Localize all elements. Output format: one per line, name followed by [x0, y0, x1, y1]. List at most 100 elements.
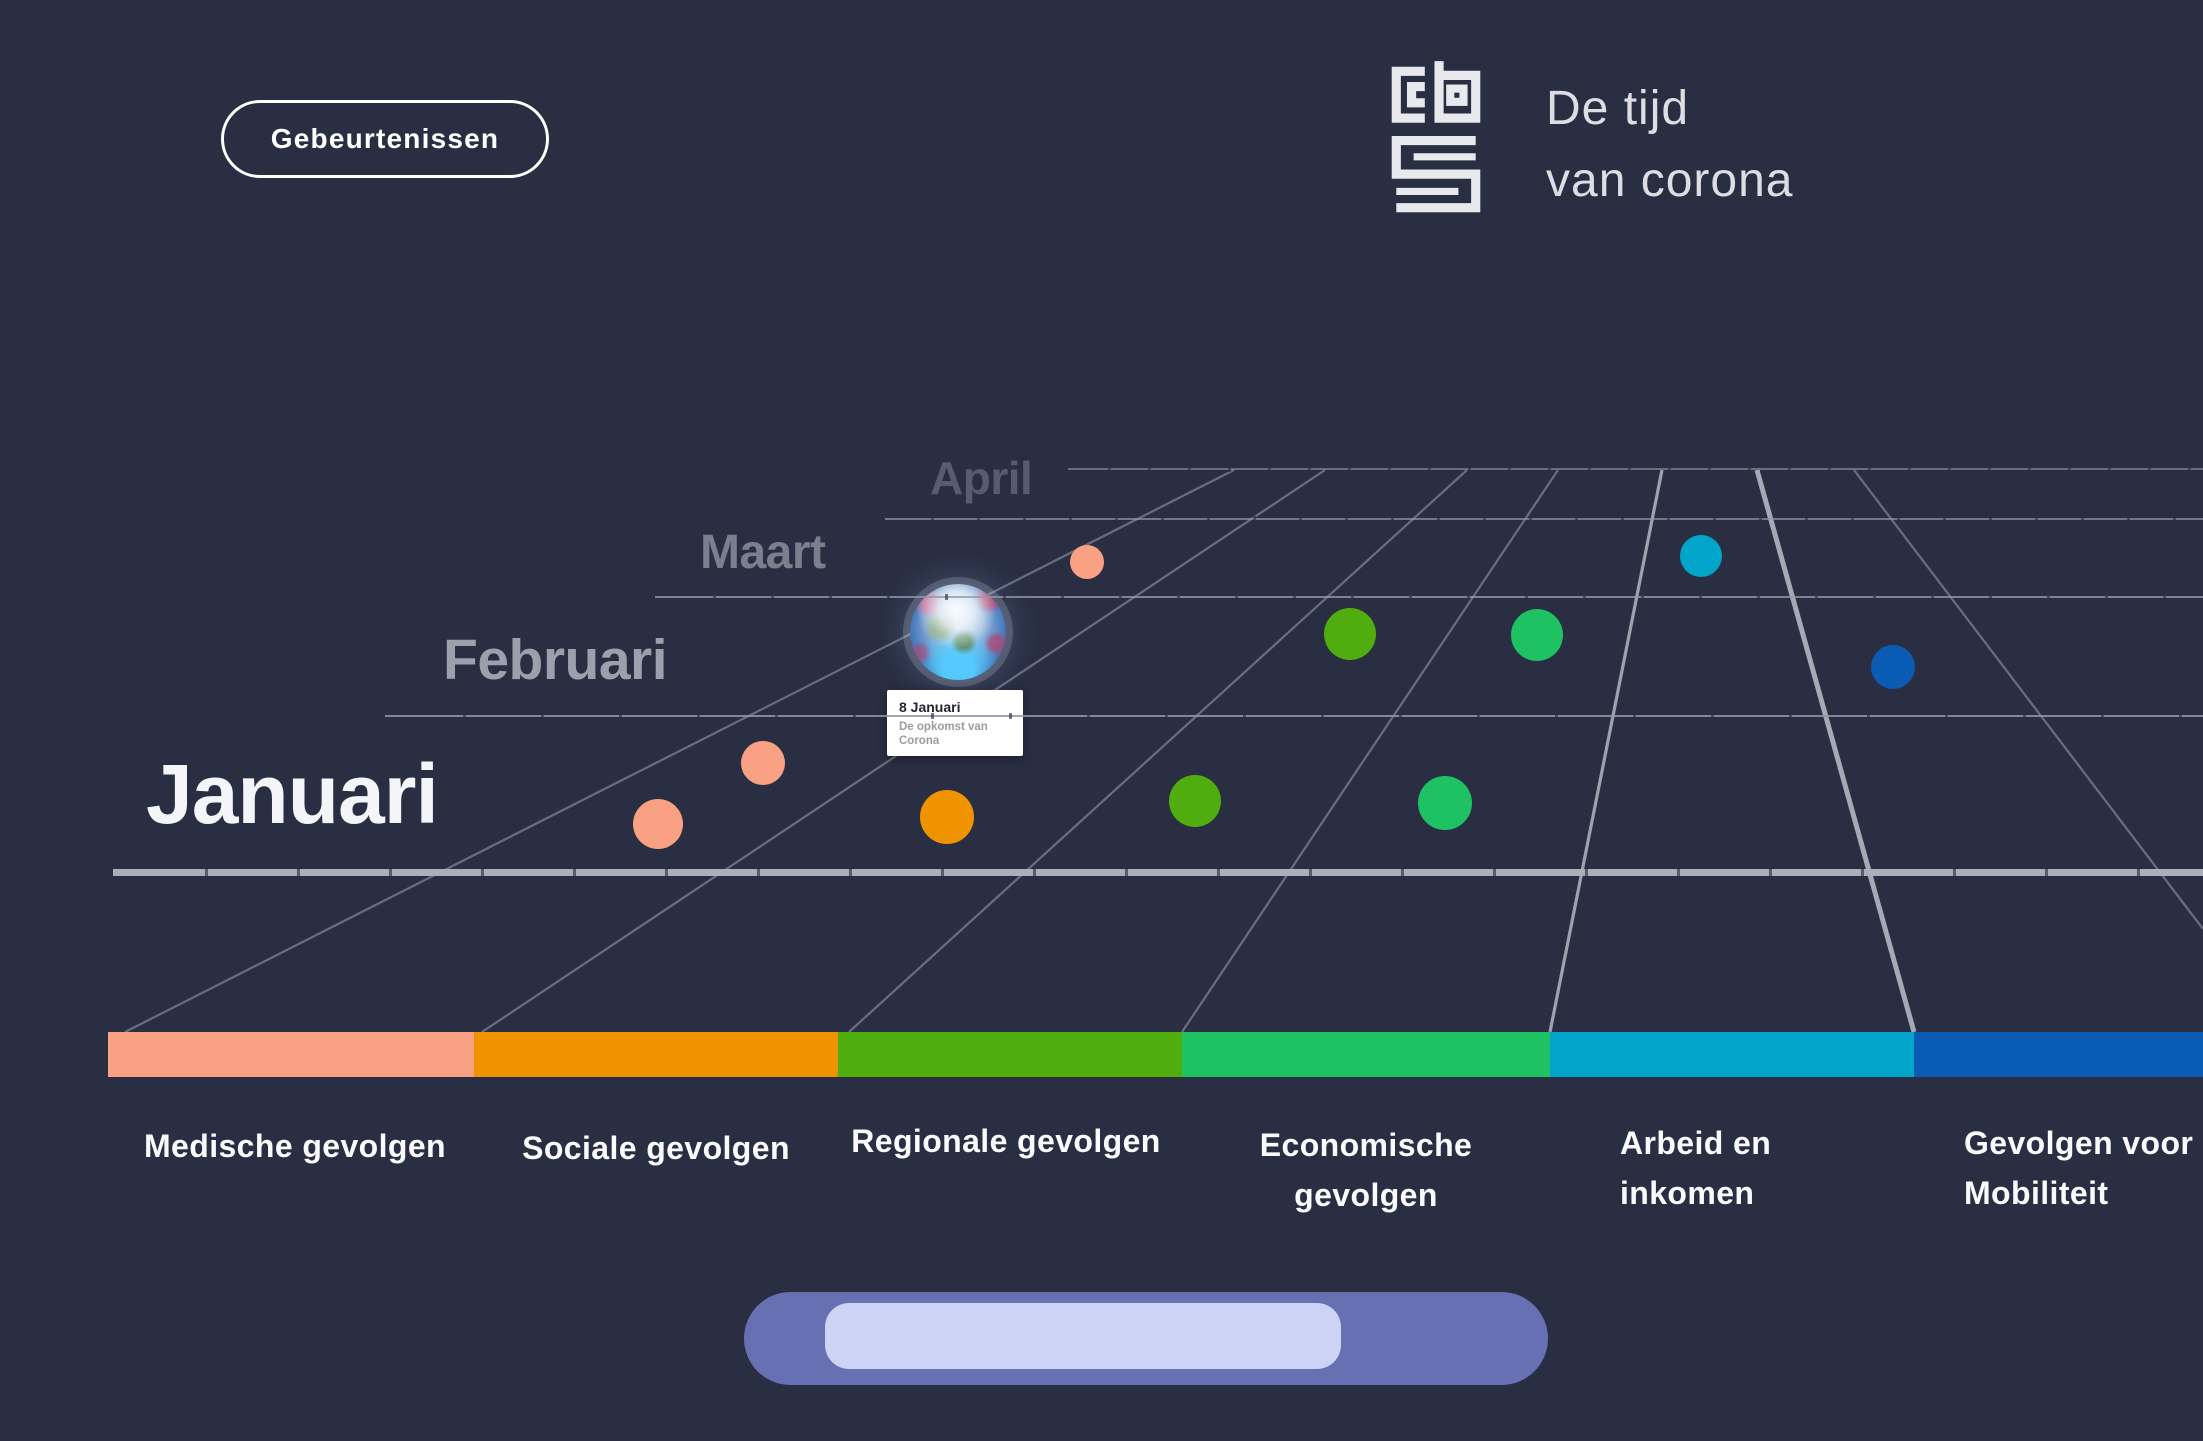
category-bar-economisch[interactable]	[1182, 1032, 1550, 1077]
month-line-tick	[1161, 516, 1164, 522]
month-line-maart	[655, 595, 2203, 599]
category-label-mobiliteit[interactable]: Gevolgen voor Mobiliteit	[1964, 1118, 2193, 1218]
month-line-tick	[697, 713, 700, 719]
month-line-tick	[1529, 516, 1532, 522]
grid-diagonal-line	[1181, 469, 1559, 1033]
category-label-economisch[interactable]: Economische gevolgen	[1066, 1120, 1666, 1220]
month-line-tick	[1931, 594, 1934, 600]
tooltip-description: De opkomst van Corona	[899, 720, 1013, 748]
month-line-tick	[2163, 594, 2166, 600]
category-bar-medisch[interactable]	[108, 1032, 474, 1077]
month-line-tick	[1217, 867, 1220, 877]
event-dot-regionaal[interactable]	[1169, 775, 1221, 827]
month-line-tick	[1583, 594, 1586, 600]
month-line-tick	[977, 516, 980, 522]
month-line-tick	[1757, 594, 1760, 600]
month-line-tick	[1477, 713, 1480, 719]
month-line-tick	[1575, 516, 1578, 522]
month-line-tick	[1711, 713, 1714, 719]
month-line-tick	[1188, 466, 1191, 472]
month-line-tick	[1789, 713, 1792, 719]
month-line-tick	[1087, 713, 1090, 719]
category-bar-sociaal[interactable]	[474, 1032, 838, 1077]
month-line-tick	[1268, 466, 1271, 472]
category-label-line: gevolgen	[1294, 1177, 1438, 1213]
event-dot-sociaal[interactable]	[920, 790, 974, 844]
month-line-tick	[931, 713, 934, 719]
month-line-tick	[1483, 516, 1486, 522]
month-line-tick	[1621, 516, 1624, 522]
month-label-april: April	[930, 452, 1033, 504]
month-line-tick	[1493, 867, 1496, 877]
month-line-tick	[1009, 713, 1012, 719]
month-line-tick	[1293, 594, 1296, 600]
category-label-regionaal[interactable]: Regionale gevolgen	[706, 1116, 1306, 1166]
month-line-tick	[1713, 516, 1716, 522]
timeline-scrollbar-track[interactable]	[744, 1292, 1548, 1385]
month-line-tick	[1401, 867, 1404, 877]
month-line-tick	[887, 594, 890, 600]
brand: De tijd van corona	[1372, 55, 1793, 223]
category-label-medisch[interactable]: Medische gevolgen	[0, 1121, 595, 1171]
month-line-tick	[1641, 594, 1644, 600]
month-line-tick	[1868, 466, 1871, 472]
month-line-tick	[2137, 867, 2140, 877]
month-line-tick	[2101, 713, 2104, 719]
timeline-scrollbar-thumb[interactable]	[825, 1303, 1341, 1369]
month-line-tick	[2035, 516, 2038, 522]
month-line-tick	[1165, 713, 1168, 719]
category-label-arbeid[interactable]: Arbeid en inkomen	[1620, 1118, 1771, 1218]
category-label-line: Gevolgen voor	[1964, 1125, 2194, 1161]
category-label-sociaal[interactable]: Sociale gevolgen	[356, 1123, 956, 1173]
month-line-tick	[757, 867, 760, 877]
month-line-tick	[945, 594, 948, 600]
category-label-line: Medische gevolgen	[144, 1128, 446, 1164]
month-line-tick	[1437, 516, 1440, 522]
month-line-tick	[1428, 466, 1431, 472]
category-bar-regionaal[interactable]	[838, 1032, 1182, 1077]
tooltip-description-line2: Corona	[899, 735, 940, 747]
grid-diagonal-line	[1853, 469, 2203, 930]
month-line-tick	[2188, 466, 2191, 472]
event-dot-mobiliteit[interactable]	[1871, 645, 1915, 689]
month-line-tick	[1119, 594, 1122, 600]
month-line-tick	[2045, 867, 2048, 877]
month-line-tick	[541, 713, 544, 719]
grid-diagonal-line	[848, 469, 1468, 1033]
month-line-tick	[1243, 713, 1246, 719]
month-label-januari: Januari	[146, 747, 439, 841]
month-line-tick	[1908, 466, 1911, 472]
event-dot-medisch[interactable]	[633, 799, 683, 849]
month-line-tick	[1585, 867, 1588, 877]
event-dot-economisch[interactable]	[1511, 609, 1563, 661]
month-line-tick	[2068, 466, 2071, 472]
month-label-maart: Maart	[700, 526, 826, 579]
category-bar-mobiliteit[interactable]	[1914, 1032, 2203, 1077]
month-line-tick	[2179, 713, 2182, 719]
month-line-tick	[775, 713, 778, 719]
event-dot-regionaal[interactable]	[1324, 608, 1376, 660]
event-dot-economisch[interactable]	[1418, 776, 1472, 830]
category-bar-arbeid[interactable]	[1550, 1032, 1914, 1077]
event-dot-arbeid[interactable]	[1680, 535, 1722, 577]
month-line-tick	[297, 867, 300, 877]
month-line-tick	[1253, 516, 1256, 522]
corona-globe-event[interactable]	[910, 584, 1006, 680]
event-dot-medisch[interactable]	[741, 741, 785, 785]
month-line-tick	[941, 867, 944, 877]
month-line-tick	[1867, 713, 1870, 719]
event-dot-medisch[interactable]	[1070, 545, 1104, 579]
tooltip-description-line1: De opkomst van	[899, 721, 988, 733]
grid-diagonal-line	[1548, 469, 1664, 1033]
month-line-tick	[1699, 594, 1702, 600]
month-line-april	[885, 517, 2203, 521]
month-line-tick	[1391, 516, 1394, 522]
app-title-line1: De tijd	[1546, 82, 1690, 135]
month-line-tick	[1148, 466, 1151, 472]
month-line-tick	[1348, 466, 1351, 472]
month-line-tick	[1805, 516, 1808, 522]
month-line-tick	[829, 594, 832, 600]
events-button[interactable]: Gebeurtenissen	[221, 100, 549, 178]
month-line-tick	[619, 713, 622, 719]
